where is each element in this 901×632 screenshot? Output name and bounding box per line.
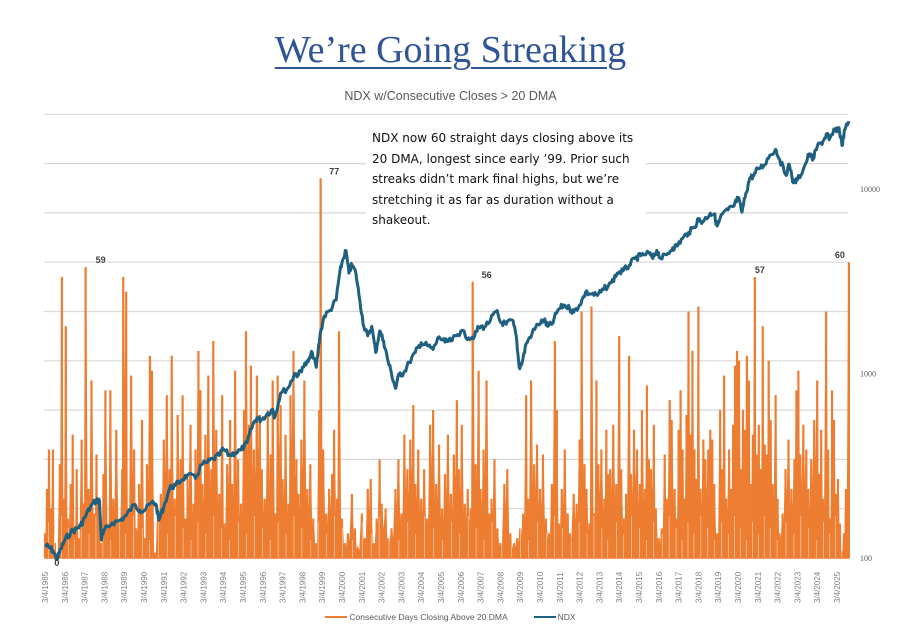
ndx-line [44, 120, 851, 562]
data-label: 0 [54, 558, 59, 568]
legend-item-streak: Consecutive Days Closing Above 20 DMA [325, 612, 508, 622]
x-tick-label: 3/4/1992 [180, 571, 189, 603]
x-tick-label: 3/4/2025 [833, 571, 842, 603]
x-tick-label: 3/4/2007 [477, 571, 486, 603]
legend-item-ndx: NDX [533, 612, 576, 622]
legend-swatch-streak [325, 615, 348, 619]
x-tick-label: 3/4/1993 [199, 571, 208, 603]
x-tick-label: 3/4/1990 [140, 571, 149, 603]
x-tick-label: 3/4/1991 [160, 571, 169, 603]
x-axis-ticks: 3/4/1985 3/4/1986 3/4/1987 3/4/1988 3/4/1989… [41, 571, 842, 603]
data-labels: 0 59 77 56 57 60 [54, 166, 845, 568]
legend: Consecutive Days Closing Above 20 DMA ND… [0, 612, 901, 622]
slide-title: We’re Going Streaking [0, 28, 901, 72]
x-tick-label: 3/4/2014 [615, 571, 624, 603]
right-axis-tick-label: 1000 [860, 370, 876, 379]
x-tick-label: 3/4/1999 [318, 571, 327, 603]
x-tick-label: 3/4/2000 [338, 571, 347, 603]
x-tick-label: 3/4/2012 [576, 571, 585, 603]
x-tick-label: 3/4/2017 [675, 571, 684, 603]
x-tick-label: 3/4/2010 [536, 571, 545, 603]
chart-subtitle: NDX w/Consecutive Closes > 20 DMA [344, 89, 557, 103]
x-tick-label: 3/4/2003 [397, 571, 406, 603]
x-tick-label: 3/4/1994 [219, 571, 228, 603]
x-tick-label: 3/4/1986 [61, 571, 70, 603]
slide-title-text: We’re Going Streaking [274, 29, 627, 71]
x-tick-label: 3/4/2022 [774, 571, 783, 603]
x-tick-label: 3/4/2006 [457, 571, 466, 603]
x-tick-label: 3/4/2020 [734, 571, 743, 603]
x-tick-label: 3/4/1985 [41, 571, 50, 603]
streak-series [42, 178, 850, 559]
x-tick-label: 3/4/1997 [279, 571, 288, 603]
data-label: 60 [835, 250, 845, 260]
legend-label-streak: Consecutive Days Closing Above 20 DMA [349, 612, 508, 622]
x-tick-label: 3/4/2018 [694, 571, 703, 603]
x-tick-label: 3/4/2023 [793, 571, 802, 603]
x-tick-label: 3/4/1998 [298, 571, 307, 603]
x-tick-label: 3/4/1988 [100, 571, 109, 603]
x-tick-label: 3/4/2009 [516, 571, 525, 603]
x-tick-label: 3/4/2013 [595, 571, 604, 603]
x-tick-label: 3/4/2002 [378, 571, 387, 603]
x-tick-label: 3/4/2016 [655, 571, 664, 603]
annotation-text-box: NDX now 60 straight days closing above i… [366, 124, 646, 233]
x-tick-label: 3/4/2001 [358, 571, 367, 603]
x-tick-label: 3/4/2019 [714, 571, 723, 603]
data-label: 57 [755, 265, 765, 275]
right-axis-tick-label: 100 [860, 554, 872, 563]
legend-swatch-ndx [533, 615, 556, 619]
x-tick-label: 3/4/2015 [635, 571, 644, 603]
x-tick-label: 3/4/2004 [417, 571, 426, 603]
x-tick-label: 3/4/2021 [754, 571, 763, 603]
x-tick-label: 3/4/2024 [813, 571, 822, 603]
right-axis-tick-label: 10000 [860, 185, 880, 194]
ndx-series [44, 120, 851, 562]
data-label: 56 [482, 270, 492, 280]
x-tick-label: 3/4/2005 [437, 571, 446, 603]
x-tick-label: 3/4/2011 [556, 572, 565, 603]
x-tick-label: 3/4/1996 [259, 571, 268, 603]
x-tick-label: 3/4/1989 [120, 571, 129, 603]
data-label: 77 [329, 166, 339, 176]
right-axis-ticks: 100 1000 10000 [860, 185, 880, 563]
data-label: 59 [96, 255, 106, 265]
x-tick-label: 3/4/1987 [81, 571, 90, 603]
x-tick-label: 3/4/2008 [496, 571, 505, 603]
x-tick-label: 3/4/1995 [239, 571, 248, 603]
legend-label-ndx: NDX [557, 612, 576, 622]
